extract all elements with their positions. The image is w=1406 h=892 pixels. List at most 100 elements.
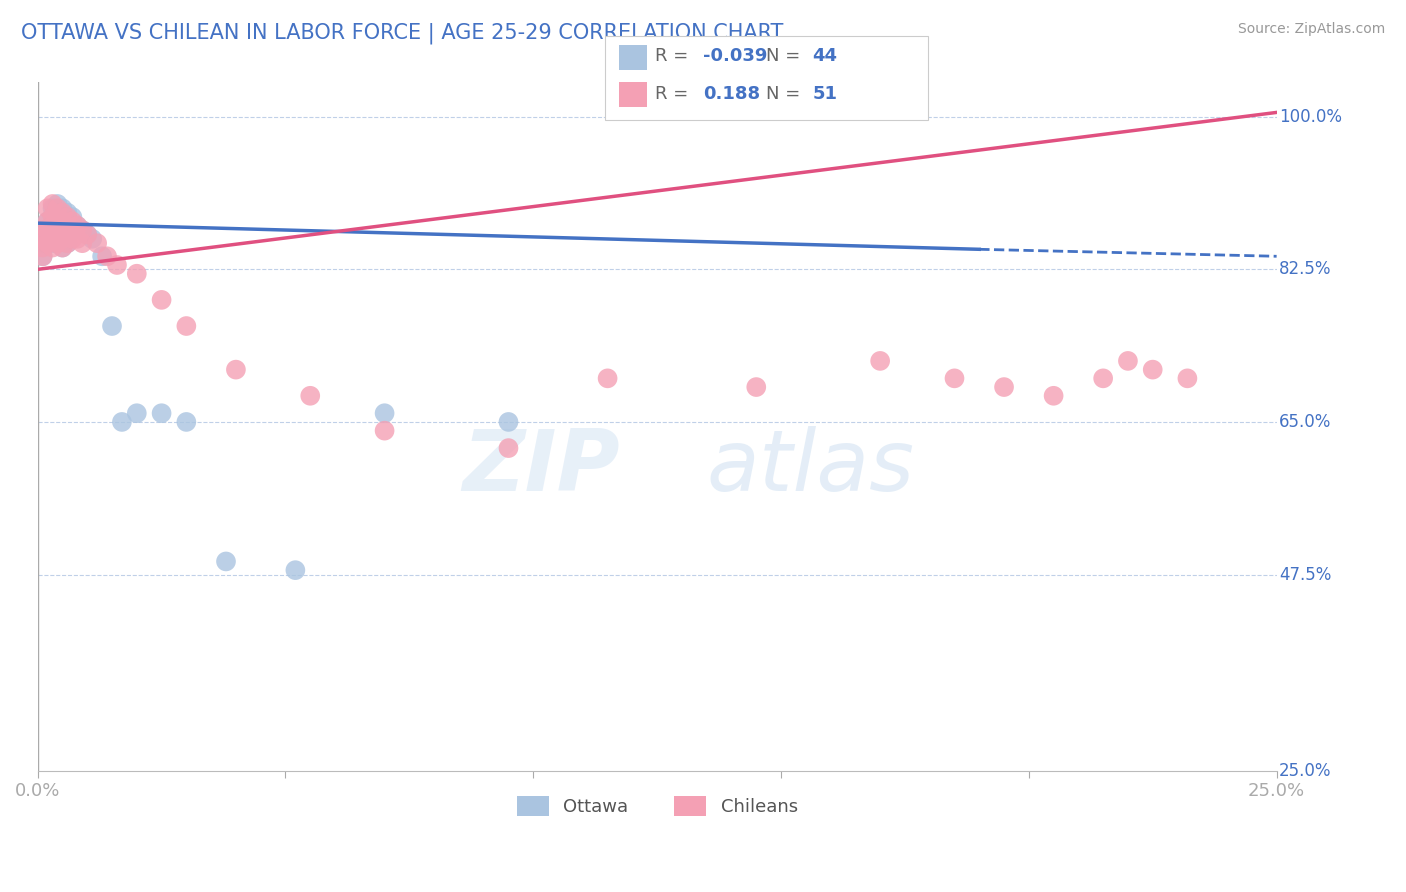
Point	[125, 267, 148, 281]
Point	[31, 249, 53, 263]
Point	[869, 354, 891, 368]
Point	[46, 214, 69, 228]
Point	[51, 232, 73, 246]
Point	[41, 219, 63, 233]
Point	[56, 205, 79, 219]
Text: 0.188: 0.188	[703, 85, 761, 103]
Point	[31, 232, 53, 246]
Point	[37, 202, 59, 216]
Point	[37, 223, 59, 237]
Point	[46, 214, 69, 228]
Point	[1142, 362, 1164, 376]
Point	[374, 406, 396, 420]
Point	[96, 249, 118, 263]
Text: R =: R =	[655, 85, 695, 103]
Point	[51, 202, 73, 216]
Point	[37, 214, 59, 228]
Point	[1116, 354, 1139, 368]
Text: N =: N =	[766, 85, 806, 103]
Point	[943, 371, 966, 385]
Point	[31, 236, 53, 251]
Point	[150, 293, 173, 307]
Point	[31, 223, 53, 237]
Point	[46, 223, 69, 237]
Point	[498, 415, 520, 429]
Point	[41, 236, 63, 251]
Text: 51: 51	[813, 85, 838, 103]
Point	[51, 227, 73, 242]
Point	[41, 241, 63, 255]
Point	[46, 197, 69, 211]
Text: ZIP: ZIP	[463, 426, 620, 509]
Point	[41, 227, 63, 242]
Point	[82, 232, 104, 246]
Point	[46, 232, 69, 246]
Point	[41, 210, 63, 224]
Text: 25.0%: 25.0%	[1279, 762, 1331, 780]
Point	[76, 227, 98, 242]
Point	[105, 258, 128, 272]
Point	[374, 424, 396, 438]
Point	[31, 241, 53, 255]
Point	[60, 210, 83, 224]
Point	[76, 227, 98, 242]
Text: 100.0%: 100.0%	[1279, 108, 1343, 126]
Legend: Ottawa, Chileans: Ottawa, Chileans	[509, 789, 806, 823]
Point	[51, 214, 73, 228]
Point	[1177, 371, 1199, 385]
Point	[31, 249, 53, 263]
Point	[72, 236, 94, 251]
Point	[37, 236, 59, 251]
Text: 44: 44	[813, 47, 838, 65]
Point	[51, 241, 73, 255]
Point	[56, 210, 79, 224]
Point	[60, 214, 83, 228]
Text: OTTAWA VS CHILEAN IN LABOR FORCE | AGE 25-29 CORRELATION CHART: OTTAWA VS CHILEAN IN LABOR FORCE | AGE 2…	[21, 22, 783, 44]
Point	[176, 415, 198, 429]
Point	[37, 223, 59, 237]
Point	[150, 406, 173, 420]
Point	[498, 441, 520, 455]
Point	[37, 236, 59, 251]
Text: atlas: atlas	[707, 426, 915, 509]
Text: 47.5%: 47.5%	[1279, 566, 1331, 583]
Point	[41, 197, 63, 211]
Point	[51, 210, 73, 224]
Text: N =: N =	[766, 47, 806, 65]
Point	[56, 223, 79, 237]
Point	[125, 406, 148, 420]
Point	[41, 210, 63, 224]
Point	[41, 214, 63, 228]
Point	[596, 371, 619, 385]
Point	[993, 380, 1015, 394]
Point	[56, 223, 79, 237]
Point	[56, 236, 79, 251]
Point	[51, 241, 73, 255]
Point	[46, 223, 69, 237]
Point	[176, 319, 198, 334]
Point	[60, 223, 83, 237]
Point	[41, 223, 63, 237]
Text: 82.5%: 82.5%	[1279, 260, 1331, 278]
Point	[51, 205, 73, 219]
Point	[41, 202, 63, 216]
Point	[46, 202, 69, 216]
Point	[66, 232, 89, 246]
Point	[86, 236, 108, 251]
Point	[41, 227, 63, 242]
Point	[72, 223, 94, 237]
Point	[215, 554, 238, 568]
Point	[56, 214, 79, 228]
Point	[51, 219, 73, 233]
Point	[225, 362, 247, 376]
Point	[46, 236, 69, 251]
Text: Source: ZipAtlas.com: Source: ZipAtlas.com	[1237, 22, 1385, 37]
Point	[284, 563, 307, 577]
Point	[72, 223, 94, 237]
Point	[60, 232, 83, 246]
Point	[56, 236, 79, 251]
Point	[46, 205, 69, 219]
Point	[111, 415, 134, 429]
Point	[91, 249, 114, 263]
Point	[37, 227, 59, 242]
